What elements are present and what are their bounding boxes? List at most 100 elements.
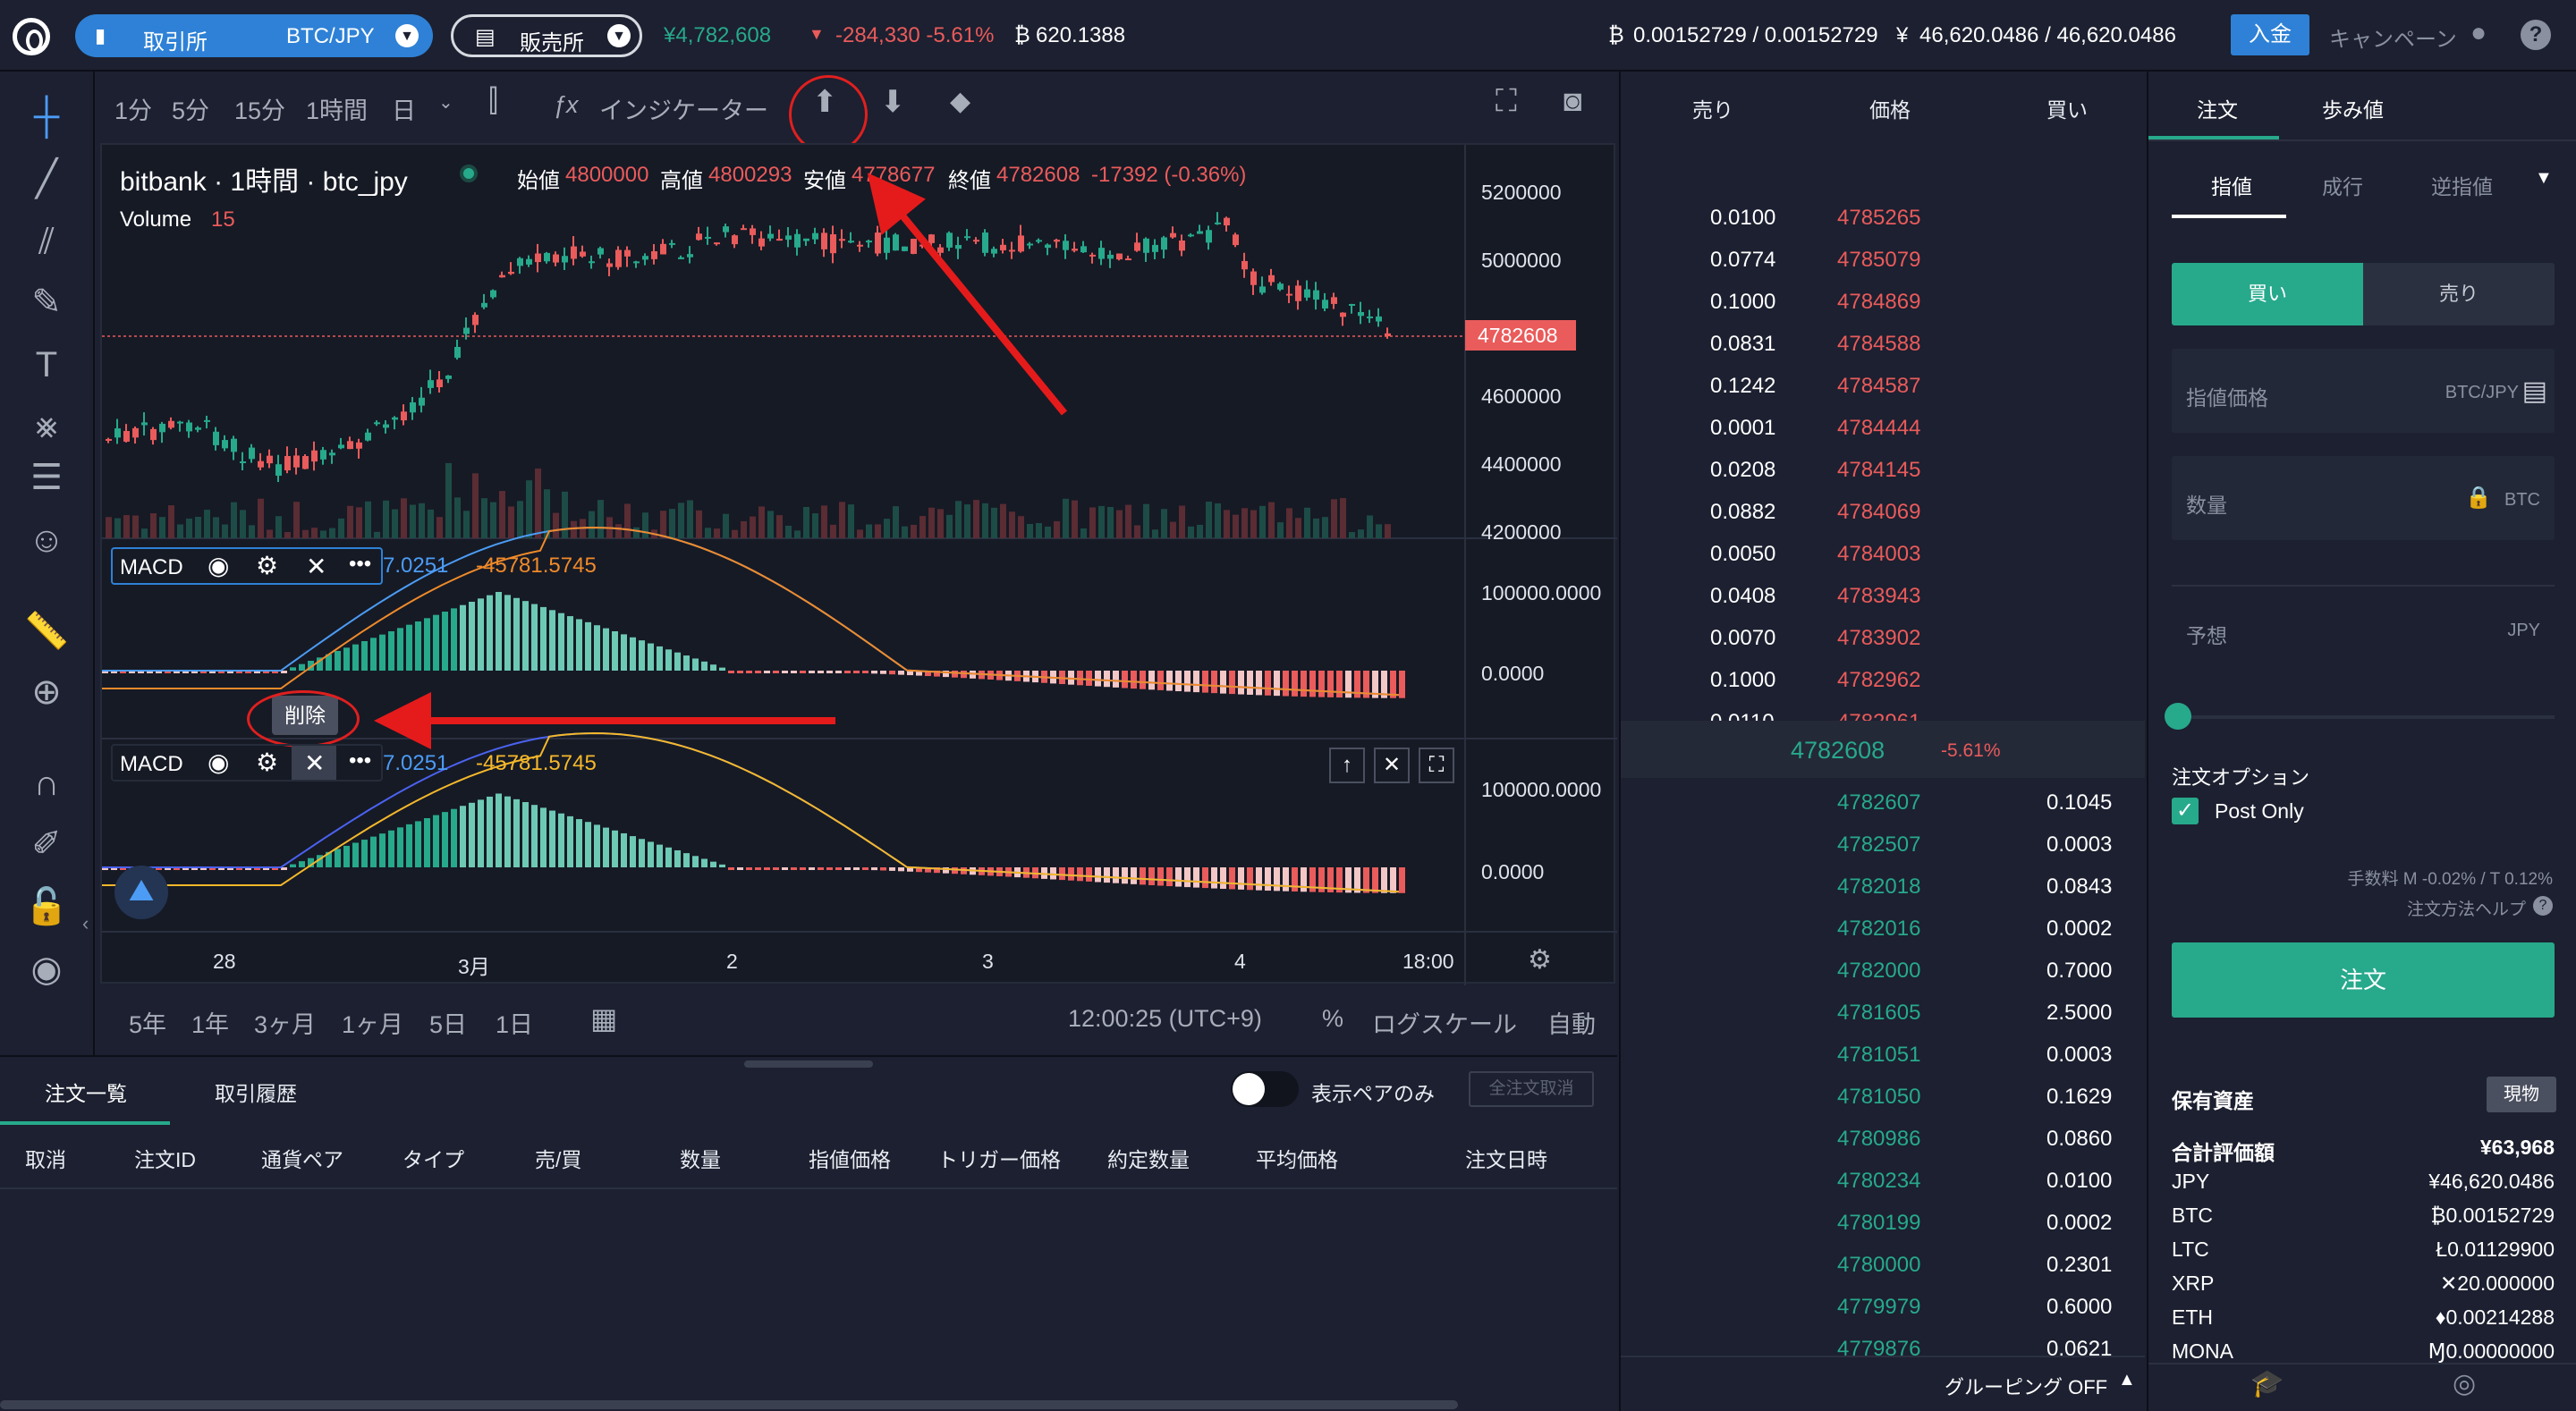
bid-price[interactable]: 4782000 bbox=[1837, 959, 1921, 983]
help-icon[interactable]: ? bbox=[2533, 896, 2553, 916]
eye-icon[interactable]: ◉ bbox=[208, 748, 230, 776]
pattern-icon[interactable]: ⨳ bbox=[35, 406, 58, 445]
bid-price[interactable]: 4780234 bbox=[1837, 1169, 1921, 1193]
move-up-icon[interactable]: ↑ bbox=[1329, 748, 1365, 783]
pitchfork-icon[interactable]: ⫽ bbox=[38, 222, 55, 261]
chevron-up-icon[interactable]: ▲ bbox=[2118, 1370, 2136, 1390]
zoom-in-icon[interactable]: ⊕ bbox=[31, 672, 62, 712]
bid-price[interactable]: 4781050 bbox=[1837, 1085, 1921, 1109]
globe-icon[interactable]: ◎ bbox=[2453, 1369, 2477, 1398]
help-icon[interactable]: ? bbox=[2521, 20, 2551, 50]
more-icon[interactable]: ••• bbox=[349, 552, 372, 576]
limit-price-input[interactable]: 指値価格 BTC/JPY ▤ bbox=[2172, 349, 2555, 433]
bid-price[interactable]: 4782016 bbox=[1837, 917, 1921, 941]
ask-price[interactable]: 4784145 bbox=[1837, 458, 1921, 482]
close-icon[interactable]: ✕ bbox=[306, 553, 327, 580]
unlock-icon[interactable]: 🔓 bbox=[24, 887, 69, 926]
emoji-icon[interactable]: ☺ bbox=[28, 520, 65, 560]
more-icon[interactable]: ••• bbox=[349, 748, 372, 773]
interval-15m[interactable]: 15分 bbox=[234, 97, 286, 124]
interval-1m[interactable]: 1分 bbox=[114, 97, 153, 124]
ask-price[interactable]: 4783902 bbox=[1837, 626, 1921, 650]
sell-tab-button[interactable]: 売り bbox=[2363, 263, 2555, 325]
magnet-icon[interactable]: ∩ bbox=[33, 764, 60, 803]
camera-icon[interactable]: ◙ bbox=[1563, 84, 1582, 118]
type-limit[interactable]: 指値 bbox=[2211, 175, 2252, 199]
bid-price[interactable]: 4782507 bbox=[1837, 832, 1921, 857]
collapse-icon[interactable]: ‹ bbox=[82, 912, 89, 934]
bid-price[interactable]: 4780986 bbox=[1837, 1127, 1921, 1151]
tab-order[interactable]: 注文 bbox=[2197, 98, 2238, 122]
academy-icon[interactable]: 🎓 bbox=[2250, 1369, 2284, 1398]
ruler-icon[interactable]: 📏 bbox=[24, 612, 69, 651]
range-3m[interactable]: 3ヶ月 bbox=[254, 1011, 317, 1038]
bid-price[interactable]: 4779979 bbox=[1837, 1295, 1921, 1319]
tab-trade-history[interactable]: 取引履歴 bbox=[215, 1082, 297, 1105]
ask-price[interactable]: 4784587 bbox=[1837, 374, 1921, 398]
shop-selector[interactable]: ▤ 販売所 ▼ bbox=[451, 14, 642, 57]
range-5d[interactable]: 5日 bbox=[429, 1011, 468, 1038]
tradingview-logo-icon[interactable]: ⛰ bbox=[114, 866, 168, 919]
post-only-checkbox[interactable]: ✓ bbox=[2172, 798, 2199, 824]
bid-price[interactable]: 4782018 bbox=[1837, 874, 1921, 899]
lock-icon[interactable]: 🔒 bbox=[2465, 486, 2492, 510]
bid-price[interactable]: 4780000 bbox=[1837, 1253, 1921, 1277]
ask-price[interactable]: 4784869 bbox=[1837, 290, 1921, 314]
submit-order-button[interactable]: 注文 bbox=[2172, 942, 2555, 1018]
chevron-down-icon[interactable]: ⌄ bbox=[438, 93, 453, 113]
eye-icon[interactable]: ◉ bbox=[208, 552, 230, 579]
ask-price[interactable]: 4783943 bbox=[1837, 584, 1921, 608]
range-1m[interactable]: 1ヶ月 bbox=[342, 1011, 404, 1038]
toggle-switch[interactable] bbox=[1231, 1071, 1299, 1107]
gear-icon[interactable]: ⚙ bbox=[256, 748, 279, 776]
interval-5m[interactable]: 5分 bbox=[172, 97, 210, 124]
settings-icon[interactable]: ⚙ bbox=[1528, 945, 1552, 975]
close-icon[interactable]: ✕ bbox=[304, 749, 326, 777]
campaign-link[interactable]: キャンペーン bbox=[2329, 28, 2457, 52]
calendar-icon[interactable]: ▦ bbox=[590, 1002, 618, 1035]
tab-trades[interactable]: 歩み値 bbox=[2322, 98, 2384, 122]
horizontal-scrollbar[interactable] bbox=[0, 1400, 1458, 1409]
help-link[interactable]: 注文方法ヘルプ bbox=[2406, 900, 2526, 919]
ask-price[interactable]: 4785079 bbox=[1837, 248, 1921, 272]
cancel-all-button[interactable]: 全注文取消 bbox=[1469, 1071, 1594, 1107]
bid-price[interactable]: 4779876 bbox=[1837, 1337, 1921, 1361]
brush-icon[interactable]: ✎ bbox=[31, 283, 62, 322]
download-icon[interactable]: ⬇ bbox=[880, 85, 906, 119]
market-selector[interactable]: ▮ 取引所 BTC/JPY ▼ bbox=[75, 14, 433, 57]
log-scale-toggle[interactable]: ログスケール bbox=[1372, 1011, 1517, 1038]
resize-handle[interactable] bbox=[744, 1060, 873, 1068]
percent-toggle[interactable]: % bbox=[1322, 1005, 1344, 1032]
slider-handle[interactable] bbox=[2165, 703, 2191, 730]
crosshair-icon[interactable]: ┼ bbox=[33, 97, 60, 136]
close-pane-icon[interactable]: ✕ bbox=[1374, 748, 1410, 783]
bid-price[interactable]: 4781051 bbox=[1837, 1043, 1921, 1067]
range-1d[interactable]: 1日 bbox=[496, 1011, 534, 1038]
gear-icon[interactable]: ⚙ bbox=[256, 552, 279, 579]
range-1y[interactable]: 1年 bbox=[191, 1011, 230, 1038]
interval-day[interactable]: 日 bbox=[392, 97, 416, 124]
chevron-down-icon[interactable]: ▼ bbox=[2535, 168, 2553, 188]
type-market[interactable]: 成行 bbox=[2322, 175, 2363, 199]
range-5y[interactable]: 5年 bbox=[129, 1011, 167, 1038]
grouping-toggle[interactable]: グルーピング OFF bbox=[1945, 1376, 2108, 1398]
maximize-icon[interactable]: ⛶ bbox=[1419, 748, 1454, 783]
ask-price[interactable]: 4784588 bbox=[1837, 332, 1921, 356]
qty-input[interactable]: 数量 🔒 BTC bbox=[2172, 456, 2555, 540]
bid-price[interactable]: 4782607 bbox=[1837, 790, 1921, 815]
text-icon[interactable]: T bbox=[35, 345, 58, 384]
user-icon[interactable]: ● bbox=[2470, 18, 2487, 47]
fib-icon[interactable]: ☰ bbox=[30, 458, 63, 497]
candle-type-icon[interactable]: ⫿ bbox=[488, 84, 498, 118]
auto-scale-toggle[interactable]: 自動 bbox=[1547, 1011, 1596, 1038]
trendline-icon[interactable]: ╱ bbox=[35, 159, 58, 199]
fullscreen-icon[interactable]: ⛶ bbox=[1496, 84, 1517, 118]
bid-price[interactable]: 4781605 bbox=[1837, 1001, 1921, 1025]
bitbank-logo[interactable] bbox=[13, 18, 50, 55]
ask-price[interactable]: 4784069 bbox=[1837, 500, 1921, 524]
assets-badge[interactable]: 現物 bbox=[2487, 1077, 2556, 1112]
slider-track[interactable] bbox=[2172, 715, 2555, 719]
close-button-hover[interactable] bbox=[292, 746, 336, 780]
tab-open-orders[interactable]: 注文一覧 bbox=[45, 1082, 127, 1105]
eye-icon[interactable]: ◉ bbox=[30, 950, 63, 989]
